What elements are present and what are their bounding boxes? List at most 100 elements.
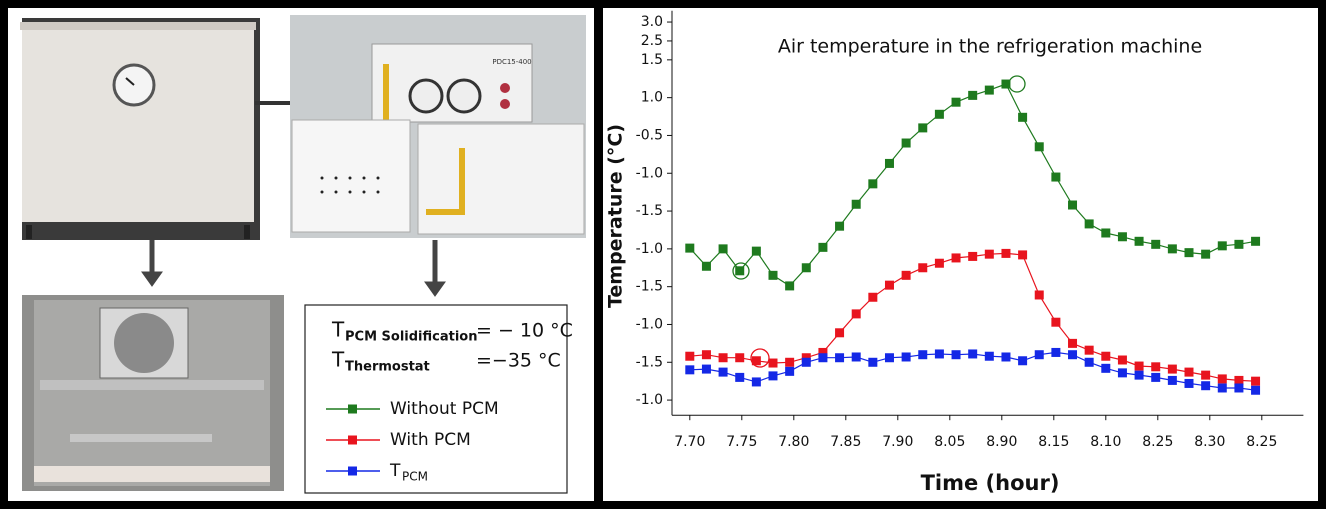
- point-marker: [1251, 376, 1261, 386]
- x-tick-label: 7.70: [674, 434, 705, 450]
- point-marker: [718, 367, 728, 377]
- point-marker: [1034, 290, 1044, 300]
- point-marker: [1134, 236, 1144, 246]
- point-marker: [968, 349, 978, 359]
- point-marker: [1001, 248, 1011, 258]
- point-marker: [685, 365, 695, 375]
- machine-label: PDC15-400: [492, 58, 531, 66]
- point-marker: [785, 366, 795, 376]
- point-marker: [801, 357, 811, 367]
- point-marker: [1084, 357, 1094, 367]
- point-marker: [1117, 232, 1127, 242]
- y-tick-label: 1.0: [641, 90, 663, 106]
- point-marker: [835, 328, 845, 338]
- arrow: [141, 240, 446, 297]
- point-marker: [1167, 375, 1177, 385]
- conditions: T PCM Solidification= − 10 °CT Thermostat =…: [331, 318, 573, 375]
- point-marker: [1034, 350, 1044, 360]
- point-marker: [718, 353, 728, 363]
- point-marker: [984, 85, 994, 95]
- y-tick-label: -1.5: [636, 203, 663, 219]
- point-marker: [1151, 239, 1161, 249]
- point-marker: [884, 158, 894, 168]
- x-axis-label: Time (hour): [921, 471, 1060, 495]
- y-tick-label: 2.5: [641, 33, 663, 49]
- y-tick-label: -1.5: [636, 279, 663, 295]
- point-marker: [685, 243, 695, 253]
- point-marker: [801, 263, 811, 273]
- point-marker: [1101, 351, 1111, 361]
- point-marker: [934, 109, 944, 119]
- x-tick-label: 7.90: [882, 434, 913, 450]
- point-marker: [868, 357, 878, 367]
- point-marker: [818, 347, 828, 357]
- condition-symbol: T: [331, 318, 345, 342]
- point-marker: [768, 358, 778, 368]
- point-marker: [701, 350, 711, 360]
- x-tick-label: 7.85: [830, 434, 861, 450]
- legend-box: [304, 304, 568, 494]
- point-marker: [901, 352, 911, 362]
- point-marker: [901, 138, 911, 148]
- point-marker: [984, 249, 994, 259]
- point-marker: [685, 351, 695, 361]
- point-marker: [1167, 364, 1177, 374]
- y-tick-label: -1.0: [636, 316, 663, 332]
- point-marker: [1134, 361, 1144, 371]
- point-marker: [1217, 241, 1227, 251]
- photo-chest: [20, 18, 292, 240]
- legend-label: T: [389, 461, 401, 481]
- point-marker: [884, 280, 894, 290]
- x-tick-label: 8.30: [1194, 434, 1225, 450]
- point-marker: [751, 356, 761, 366]
- y-tick-label: -1.5: [636, 354, 663, 370]
- point-marker: [918, 263, 928, 273]
- y-tick-label: 1.5: [641, 52, 663, 68]
- condition-symbol: T: [331, 348, 345, 372]
- point-marker: [1117, 368, 1127, 378]
- y-tick-label: 3.0: [641, 14, 663, 30]
- x-tick-label: 7.80: [778, 434, 809, 450]
- point-marker: [1151, 362, 1161, 372]
- point-marker: [1234, 383, 1244, 393]
- x-tick-label: 8.25: [1246, 434, 1277, 450]
- condition-value: = − 10 °C: [476, 320, 573, 342]
- point-marker: [951, 97, 961, 107]
- point-marker: [1001, 352, 1011, 362]
- point-marker: [1034, 142, 1044, 152]
- point-marker: [884, 353, 894, 363]
- point-marker: [901, 270, 911, 280]
- x-tick-label: 8.15: [1038, 434, 1069, 450]
- point-marker: [751, 377, 761, 387]
- y-tick-label: -1.0: [636, 165, 663, 181]
- point-marker: [785, 357, 795, 367]
- condition-subscript: PCM Solidification: [345, 330, 477, 345]
- point-marker: [934, 258, 944, 268]
- point-marker: [1084, 219, 1094, 229]
- point-marker: [951, 350, 961, 360]
- legend: Without PCM With PCM T PCM: [326, 399, 499, 484]
- point-marker: [701, 364, 711, 374]
- point-marker: [851, 199, 861, 209]
- point-marker: [1117, 355, 1127, 365]
- point-marker: [918, 350, 928, 360]
- y-tick-label: -1.0: [636, 241, 663, 257]
- point-marker: [835, 221, 845, 231]
- point-marker: [918, 123, 928, 133]
- point-marker: [1184, 378, 1194, 388]
- point-marker: [1018, 250, 1028, 260]
- point-marker: [868, 179, 878, 189]
- legend-label: With PCM: [390, 430, 471, 450]
- point-marker: [1201, 249, 1211, 259]
- point-marker: [851, 352, 861, 362]
- y-tick-label: -1.0: [636, 392, 663, 408]
- point-marker: [1234, 239, 1244, 249]
- point-marker: [735, 266, 745, 276]
- x-tick-label: 8.90: [986, 434, 1017, 450]
- legend-subscript: PCM: [402, 470, 428, 484]
- point-marker: [1184, 367, 1194, 377]
- point-marker: [801, 353, 811, 363]
- point-marker: [1101, 363, 1111, 373]
- y-axis-label: Temperature (°C): [605, 124, 627, 308]
